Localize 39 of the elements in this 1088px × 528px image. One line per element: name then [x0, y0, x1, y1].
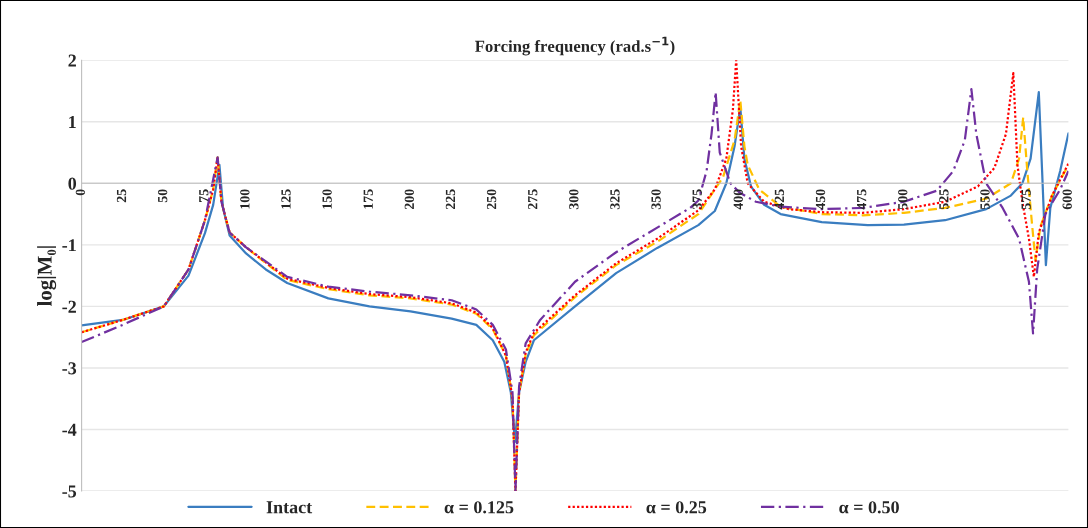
y-tick-label: -5: [62, 485, 77, 498]
x-tick-label: 150: [322, 189, 332, 209]
x-tick-label: 275: [528, 189, 538, 210]
x-tick-label: 25: [116, 189, 127, 203]
y-tick-label: -4: [62, 423, 77, 436]
x-tick-label: 100: [240, 189, 250, 209]
x-tick-label: 550: [980, 189, 990, 210]
x-tick-label: 225: [445, 189, 456, 210]
x-tick-label: 300: [569, 189, 579, 210]
x-tick-label: 500: [898, 189, 908, 210]
y-tick-label: -2: [62, 300, 76, 313]
x-tick-label: 375: [692, 189, 702, 210]
legend-label: α = 0.50: [839, 501, 899, 514]
y-tick-label: 0: [68, 177, 77, 190]
x-tick-label: 325: [610, 189, 620, 210]
x-tick-label: 400: [733, 189, 743, 210]
y-tick-label: 2: [68, 54, 76, 67]
x-tick-label: 450: [815, 189, 826, 210]
legend-label: α = 0.25: [646, 501, 707, 514]
x-tick-label: 475: [857, 189, 867, 210]
x-tick-label: 175: [363, 189, 373, 209]
x-tick-label: 250: [486, 189, 497, 210]
x-tick-label: 200: [404, 189, 415, 210]
x-axis-title: Forcing frequency (rad.s$^{−1}$): [475, 36, 675, 56]
y-tick-label: -1: [62, 239, 76, 252]
x-tick-label: 425: [774, 189, 785, 210]
x-tick-label: 50: [157, 189, 168, 203]
x-tick-label: 575: [1021, 189, 1031, 210]
y-tick-label: -3: [62, 362, 77, 375]
y-axis-title: log|M₀|: [37, 246, 57, 307]
x-tick-label: 75: [199, 189, 209, 202]
x-tick-label: 125: [281, 189, 291, 209]
x-tick-label: 350: [651, 189, 661, 210]
x-tick-label: 600: [1062, 189, 1072, 210]
legend-label: Intact: [266, 501, 313, 514]
x-tick-label: 525: [939, 189, 949, 210]
legend-label: α = 0.125: [444, 501, 514, 514]
x-tick-label: 0: [75, 189, 86, 196]
y-tick-label: 1: [69, 116, 76, 129]
